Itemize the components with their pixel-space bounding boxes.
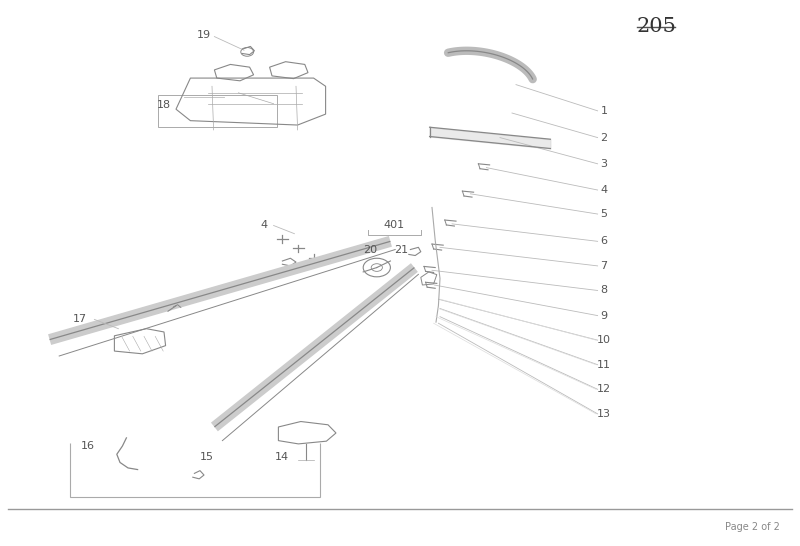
Text: 401: 401	[383, 220, 404, 230]
Text: 20: 20	[363, 245, 378, 255]
Text: 5: 5	[601, 209, 607, 219]
Text: 17: 17	[73, 314, 87, 324]
Text: 16: 16	[81, 441, 95, 451]
Text: 8: 8	[601, 286, 607, 295]
Text: 19: 19	[197, 31, 211, 40]
Text: 12: 12	[597, 384, 611, 394]
Text: 1: 1	[601, 106, 607, 116]
Text: 7: 7	[601, 261, 607, 271]
Text: 15: 15	[199, 452, 214, 462]
Text: 10: 10	[597, 335, 611, 345]
Text: 3: 3	[601, 159, 607, 169]
Text: 205: 205	[636, 17, 676, 37]
Text: 21: 21	[394, 245, 409, 255]
Text: 13: 13	[597, 409, 611, 419]
Text: 2: 2	[601, 133, 607, 143]
Text: Page 2 of 2: Page 2 of 2	[725, 523, 780, 532]
Text: 14: 14	[274, 452, 289, 462]
Text: 4: 4	[261, 221, 267, 230]
Text: 11: 11	[597, 360, 611, 370]
Text: 4: 4	[601, 185, 607, 195]
Text: 18: 18	[157, 100, 171, 110]
Text: 9: 9	[601, 311, 607, 321]
Text: 6: 6	[601, 236, 607, 246]
